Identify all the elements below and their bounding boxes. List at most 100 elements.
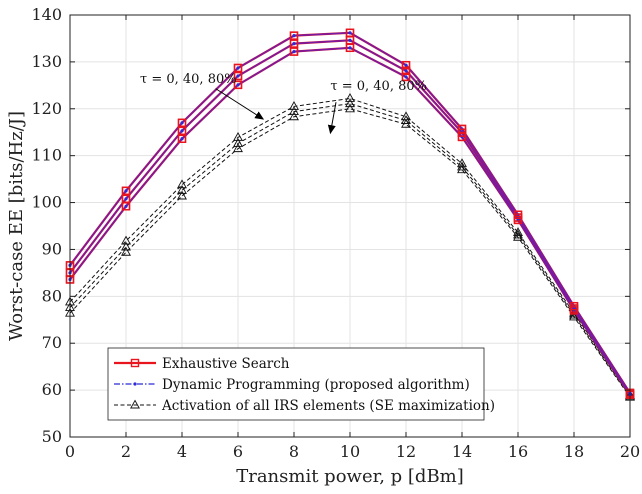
dot-marker: [348, 31, 352, 35]
y-tick-label: 120: [31, 99, 62, 118]
x-tick-label: 0: [65, 442, 75, 461]
legend-label: Exhaustive Search: [162, 356, 290, 372]
triangle-marker: [457, 164, 467, 174]
y-tick-label: 130: [31, 52, 62, 71]
triangle-marker: [457, 161, 467, 171]
ticks: 0 2 4 6 8 10 12 14 16 18 20 50 60 70 80 90 100 110 120 130 1…: [31, 5, 640, 461]
triangle-marker: [121, 241, 131, 251]
triangle-marker: [345, 103, 355, 113]
triangle-marker: [233, 143, 243, 153]
square-marker: [177, 134, 187, 143]
dot-marker: [236, 74, 240, 78]
triangle-marker: [289, 106, 299, 116]
dot-marker: [124, 189, 128, 193]
square-marker: [177, 118, 187, 128]
y-tick-label: 80: [42, 286, 62, 305]
all-irs-line: [69, 103, 631, 397]
square-marker: [233, 71, 243, 81]
square-marker: [513, 215, 523, 225]
triangle-marker: [177, 179, 187, 189]
square-marker: [569, 306, 579, 315]
x-tick-label: 8: [289, 442, 299, 461]
square-marker: [289, 47, 299, 56]
annotation-arrow: [327, 102, 337, 135]
triangle-marker: [401, 115, 411, 124]
triangle-marker: [457, 158, 467, 168]
triangle-marker: [401, 118, 411, 128]
square-marker: [401, 72, 411, 82]
dot-marker: [404, 63, 408, 67]
square-marker: [177, 126, 187, 136]
square-marker: [233, 63, 243, 73]
dot-marker: [292, 42, 296, 46]
square-marker: [289, 39, 299, 48]
dot-marker: [292, 34, 296, 38]
square-marker: [401, 60, 411, 70]
square-marker: [457, 128, 467, 137]
x-tick-label: 18: [564, 442, 584, 461]
square-marker: [345, 43, 355, 53]
triangle-marker: [569, 311, 579, 321]
square-marker: [121, 186, 131, 196]
y-tick-label: 50: [42, 427, 62, 446]
legend: Exhaustive Search Dynamic Programming (pr…: [107, 347, 495, 421]
annotations: τ = 0, 40, 80% τ = 0, 40, 80%: [140, 72, 427, 135]
y-tick-label: 90: [42, 239, 62, 258]
triangle-marker: [289, 101, 299, 110]
triangle-marker: [177, 190, 187, 200]
triangle-marker: [121, 246, 131, 256]
annotation-label: τ = 0, 40, 80%: [330, 79, 427, 94]
all-irs-line: [69, 108, 631, 398]
square-marker: [457, 132, 467, 142]
y-tick-label: 60: [42, 380, 62, 399]
x-tick-label: 2: [121, 442, 131, 461]
dot-marker: [236, 66, 240, 70]
y-axis-title: Worst-case EE [bits/Hz/J]: [6, 111, 27, 341]
square-marker: [130, 358, 140, 368]
triangle-marker: [345, 98, 355, 108]
triangle-marker: [130, 399, 140, 409]
dot-marker: [348, 38, 352, 42]
dot-marker: [348, 46, 352, 50]
legend-label: Activation of all IRS elements (SE maxim…: [161, 398, 495, 414]
triangle-marker: [289, 111, 299, 121]
y-tick-label: 110: [31, 146, 62, 165]
x-tick-label: 12: [396, 442, 416, 461]
y-tick-label: 70: [42, 333, 62, 352]
x-tick-label: 10: [340, 442, 360, 461]
x-tick-label: 6: [233, 442, 243, 461]
dot-marker: [124, 197, 128, 201]
dot-marker: [133, 382, 137, 386]
dot-marker: [180, 129, 184, 133]
square-marker: [233, 80, 243, 90]
triangle-marker: [233, 138, 243, 147]
triangle-marker: [177, 184, 187, 194]
annotation-arrow: [215, 88, 265, 120]
square-marker: [289, 31, 299, 40]
y-tick-label: 140: [31, 5, 62, 24]
triangle-marker: [345, 93, 355, 102]
triangle-marker: [121, 235, 131, 245]
dot-marker: [180, 137, 184, 141]
legend-label: Dynamic Programming (proposed algorithm): [162, 377, 470, 393]
square-marker: [121, 202, 131, 211]
y-tick-label: 100: [31, 193, 62, 212]
x-tick-label: 20: [620, 442, 640, 461]
dot-marker: [180, 121, 184, 125]
series-layer: [65, 28, 635, 401]
dot-marker: [236, 83, 240, 87]
triangle-marker: [513, 227, 523, 237]
square-marker: [401, 66, 411, 75]
legend-box: [107, 347, 485, 421]
triangle-marker: [513, 231, 523, 241]
x-tick-label: 4: [177, 442, 187, 461]
dot-marker: [404, 75, 408, 79]
annotation-label: τ = 0, 40, 80%: [140, 72, 237, 87]
dot-marker: [124, 204, 128, 208]
dot-marker: [292, 49, 296, 54]
triangle-marker: [233, 131, 243, 141]
dot-marker: [404, 69, 408, 73]
x-axis-title: Transmit power, p [dBm]: [236, 466, 464, 487]
x-tick-label: 16: [508, 442, 528, 461]
